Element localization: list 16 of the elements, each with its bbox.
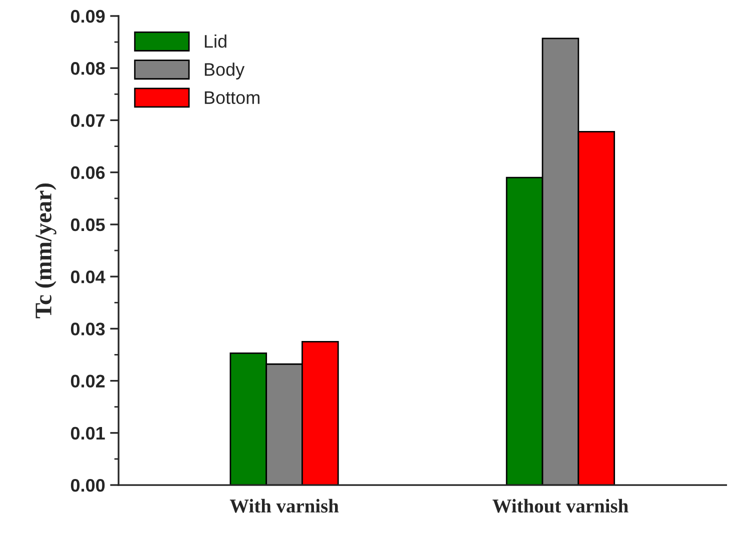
y-tick-label: 0.03 xyxy=(70,322,105,336)
y-tick-label: 0.01 xyxy=(70,426,105,440)
legend-label: Body xyxy=(204,62,245,80)
y-tick-label: 0.02 xyxy=(70,374,105,388)
y-tick-label: 0.09 xyxy=(70,10,105,23)
y-tick-label: 0.00 xyxy=(70,478,105,492)
y-tick-label: 0.04 xyxy=(70,270,106,284)
legend-label: Bottom xyxy=(204,91,260,104)
y-axis-title: Tc (mm/year) xyxy=(34,183,56,318)
y-tick-label: 0.05 xyxy=(70,218,105,232)
legend-label: Lid xyxy=(204,34,226,48)
x-tick-label: Without varnish xyxy=(492,498,628,513)
x-tick-label: With varnish xyxy=(230,498,339,513)
y-tick-label: 0.07 xyxy=(70,114,105,127)
y-tick-label: 0.08 xyxy=(70,62,105,75)
y-tick-label: 0.06 xyxy=(70,166,105,180)
